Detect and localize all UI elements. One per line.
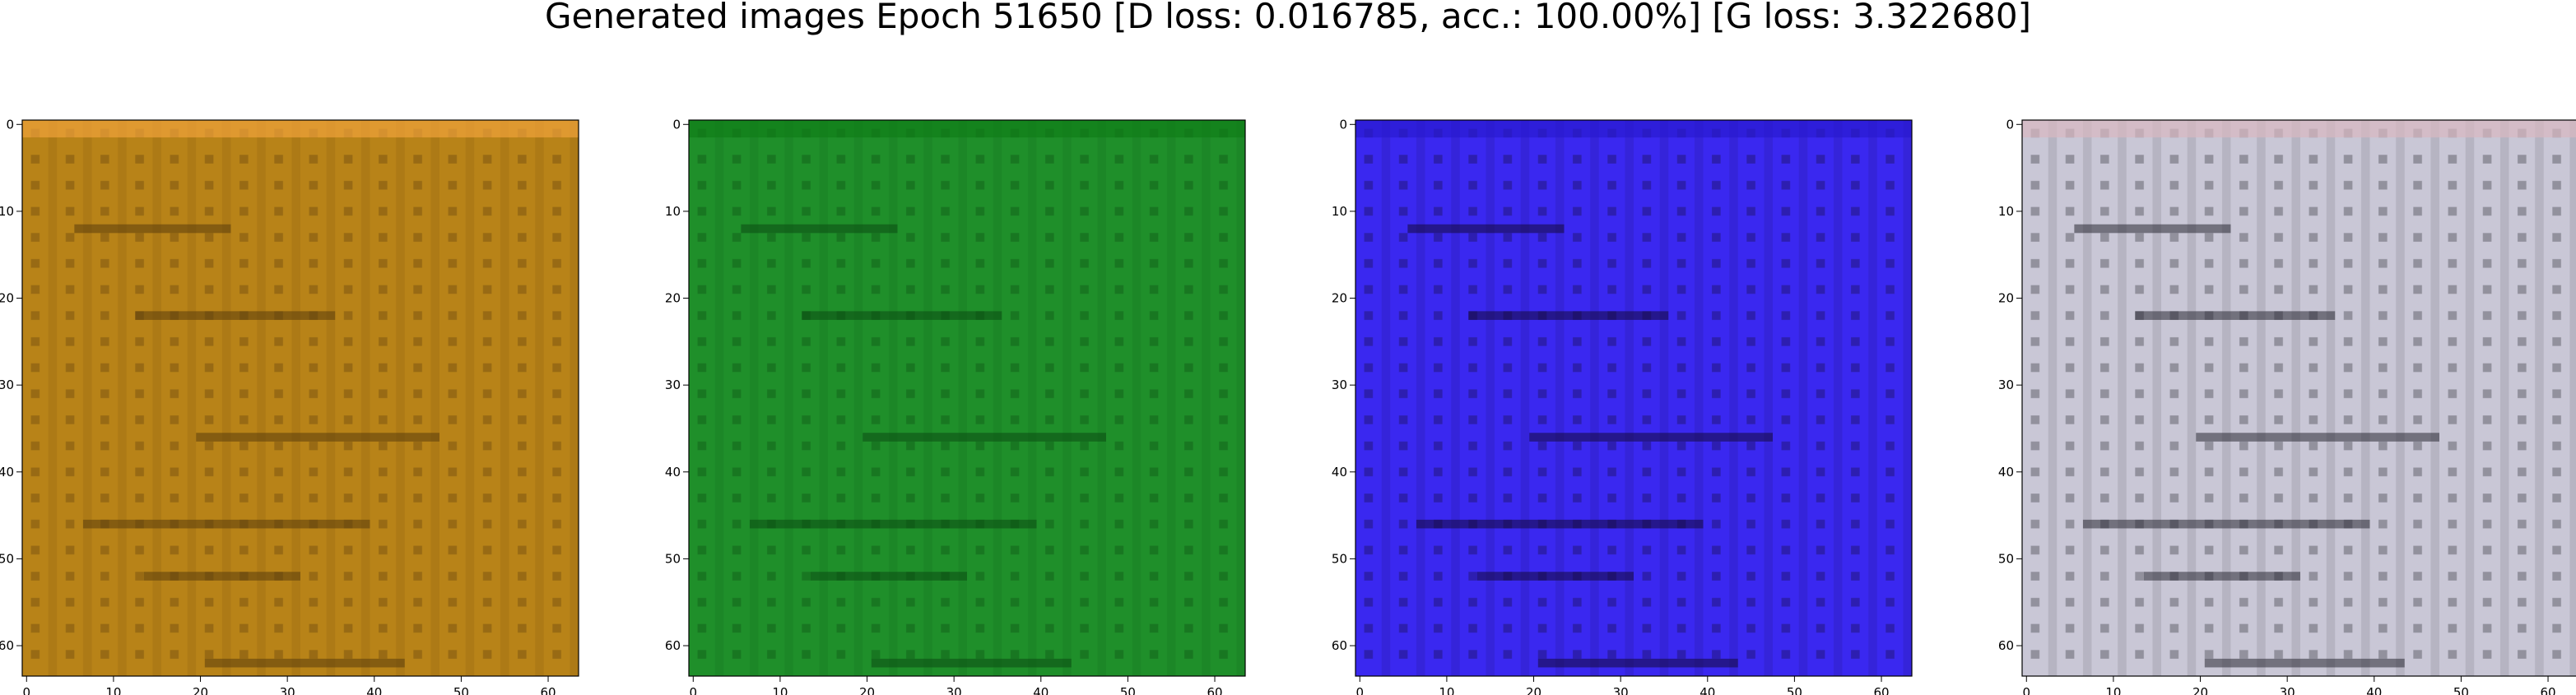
x-tick-label: 20 <box>2192 685 2208 695</box>
image-streak <box>810 572 967 581</box>
axes-frame <box>2021 119 2576 677</box>
x-tick-label: 0 <box>1356 685 1365 695</box>
y-tick-label: 20 <box>665 291 681 306</box>
x-tick-label: 0 <box>23 685 31 695</box>
axes-frame <box>688 119 1246 677</box>
x-tick-label: 50 <box>1787 685 1802 695</box>
x-tick-label: 10 <box>105 685 121 695</box>
y-tick-label: 0 <box>6 117 14 132</box>
y-tick-label: 0 <box>1339 117 1347 132</box>
x-tick-label: 60 <box>1873 685 1889 695</box>
y-tick-label: 50 <box>1332 551 1347 566</box>
x-tick-label: 40 <box>366 685 382 695</box>
x-tick-label: 20 <box>859 685 875 695</box>
image-streak <box>1476 572 1634 581</box>
generated-image-1 <box>22 120 579 676</box>
x-tick-label: 20 <box>1526 685 1541 695</box>
x-tick-label: 30 <box>280 685 295 695</box>
y-tick-label: 60 <box>1332 638 1347 653</box>
y-tick-label: 60 <box>0 638 14 653</box>
y-tick-label: 20 <box>1332 291 1347 306</box>
y-tick-label: 20 <box>1998 291 2014 306</box>
x-tick-label: 30 <box>946 685 962 695</box>
image-streak <box>2196 433 2439 442</box>
x-tick-label: 60 <box>540 685 556 695</box>
y-tick-label: 40 <box>0 465 14 480</box>
generated-image-3 <box>1355 120 1912 676</box>
x-tick-label: 20 <box>193 685 208 695</box>
image-streak <box>74 224 231 234</box>
x-tick-label: 10 <box>2105 685 2121 695</box>
y-tick-label: 20 <box>0 291 14 306</box>
generated-image-2 <box>689 120 1245 676</box>
y-tick-label: 40 <box>1998 465 2014 480</box>
image-streak <box>871 658 1072 668</box>
y-tick-label: 10 <box>1332 204 1347 219</box>
axes-frame <box>1355 119 1913 677</box>
image-streak <box>749 519 1037 529</box>
image-streak <box>2074 224 2231 234</box>
x-tick-label: 50 <box>1120 685 1136 695</box>
y-tick-label: 10 <box>1998 204 2014 219</box>
x-tick-label: 10 <box>1439 685 1454 695</box>
image-top-band <box>689 120 1245 138</box>
image-streak <box>204 658 405 668</box>
y-tick-label: 40 <box>665 465 681 480</box>
x-tick-label: 40 <box>2366 685 2382 695</box>
y-tick-label: 50 <box>1998 551 2014 566</box>
image-streak <box>863 433 1106 442</box>
x-tick-label: 10 <box>772 685 788 695</box>
y-tick-label: 50 <box>665 551 681 566</box>
y-tick-label: 40 <box>1332 465 1347 480</box>
subplot-3: 0 10 20 30 40 50 60 0 10 20 30 40 50 60 <box>1332 117 1913 695</box>
image-streak <box>196 433 439 442</box>
x-tick-label: 50 <box>2453 685 2469 695</box>
y-tick-label: 30 <box>0 378 14 392</box>
image-streak <box>1416 519 1704 529</box>
y-tick-label: 10 <box>665 204 681 219</box>
image-streak <box>143 572 300 581</box>
image-top-band <box>22 120 579 138</box>
generated-image-4 <box>2022 120 2576 676</box>
axes-frame <box>21 119 579 677</box>
image-top-band <box>1355 120 1912 138</box>
y-tick-label: 60 <box>1998 638 2014 653</box>
x-tick-label: 0 <box>690 685 698 695</box>
subplot-4: 0 10 20 30 40 50 60 0 10 20 30 40 50 60 <box>1998 117 2576 695</box>
image-streak <box>135 311 336 320</box>
y-tick-label: 30 <box>665 378 681 392</box>
y-tick-label: 50 <box>0 551 14 566</box>
y-tick-label: 0 <box>2006 117 2014 132</box>
x-tick-label: 60 <box>2540 685 2555 695</box>
y-tick-label: 30 <box>1332 378 1347 392</box>
y-tick-label: 0 <box>672 117 681 132</box>
image-streak <box>802 311 1002 320</box>
image-streak <box>2143 572 2300 581</box>
image-streak <box>741 224 898 234</box>
x-tick-label: 30 <box>2280 685 2295 695</box>
x-tick-label: 0 <box>2023 685 2031 695</box>
figure-title: Generated images Epoch 51650 [D loss: 0.… <box>544 0 2032 36</box>
subplot-1: 0 10 20 30 40 50 60 0 10 20 30 40 50 60 <box>0 117 579 695</box>
y-tick-label: 30 <box>1998 378 2014 392</box>
y-tick-label: 60 <box>665 638 681 653</box>
image-streak <box>1529 433 1773 442</box>
x-tick-label: 40 <box>1033 685 1049 695</box>
y-tick-label: 10 <box>0 204 14 219</box>
image-streak <box>1468 311 1669 320</box>
image-streak <box>1407 224 1565 234</box>
x-tick-label: 40 <box>1700 685 1715 695</box>
image-streak <box>1537 658 1738 668</box>
x-tick-label: 30 <box>1613 685 1629 695</box>
x-tick-label: 60 <box>1207 685 1222 695</box>
x-tick-label: 50 <box>453 685 469 695</box>
image-streak <box>2082 519 2370 529</box>
image-top-band <box>2022 120 2576 138</box>
subplot-2: 0 10 20 30 40 50 60 0 10 20 30 40 50 60 <box>665 117 1246 695</box>
image-streak <box>82 519 370 529</box>
image-streak <box>2204 658 2405 668</box>
image-streak <box>2135 311 2336 320</box>
